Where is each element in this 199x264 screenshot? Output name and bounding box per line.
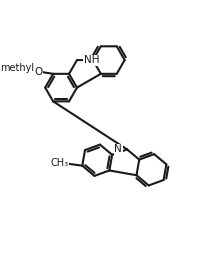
Text: CH₃: CH₃ — [50, 158, 68, 167]
Text: N: N — [114, 144, 122, 154]
Text: methyl: methyl — [0, 63, 34, 73]
Text: NH: NH — [84, 55, 99, 65]
Text: O: O — [34, 67, 42, 77]
